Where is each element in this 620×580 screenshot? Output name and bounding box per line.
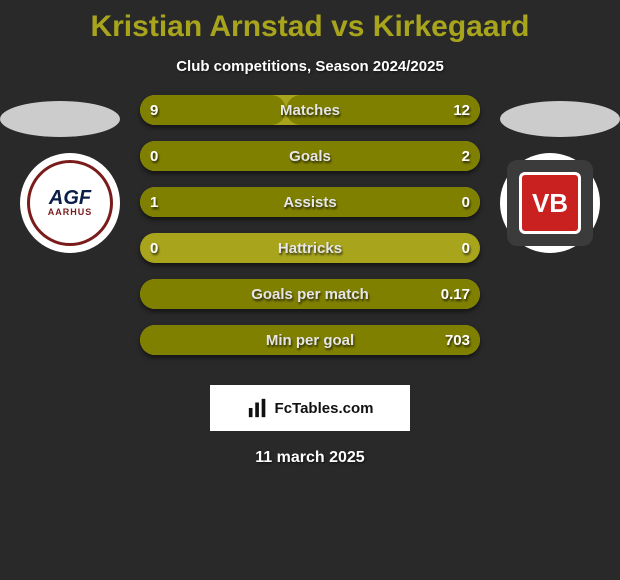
stat-bar: Hattricks0 0 <box>140 233 480 263</box>
stat-bar: Goals per match0.17 <box>140 279 480 309</box>
player-left-name-oval <box>0 101 120 137</box>
stat-label: Min per goal <box>140 325 480 355</box>
page-title: Kristian Arnstad vs Kirkegaard <box>0 0 620 44</box>
stat-bar: Goals0 2 <box>140 141 480 171</box>
vb-logo-text: VB <box>519 172 581 234</box>
subtitle: Club competitions, Season 2024/2025 <box>0 58 620 75</box>
stat-value-left: 0 <box>150 233 158 263</box>
stat-value-left: 9 <box>150 95 158 125</box>
stat-label: Goals <box>140 141 480 171</box>
club-badge-left: AGF AARHUS <box>20 153 120 253</box>
club-badge-right: VB <box>500 153 600 253</box>
stat-label: Matches <box>140 95 480 125</box>
stat-value-right: 703 <box>445 325 470 355</box>
stat-label: Assists <box>140 187 480 217</box>
agf-logo-sub: AARHUS <box>48 207 93 217</box>
stat-value-right: 0 <box>462 187 470 217</box>
stat-bar: Assists1 0 <box>140 187 480 217</box>
date-label: 11 march 2025 <box>0 449 620 467</box>
agf-logo: AGF AARHUS <box>27 160 113 246</box>
stat-value-right: 0 <box>462 233 470 263</box>
vb-logo-outer: VB <box>507 160 593 246</box>
stat-value-right: 2 <box>462 141 470 171</box>
player-right-name-oval <box>500 101 620 137</box>
stat-value-right: 0.17 <box>441 279 470 309</box>
stat-value-right: 12 <box>453 95 470 125</box>
fctables-badge[interactable]: FcTables.com <box>210 385 410 431</box>
stat-value-left: 1 <box>150 187 158 217</box>
stat-label: Goals per match <box>140 279 480 309</box>
stat-label: Hattricks <box>140 233 480 263</box>
stat-bars: Matches912Goals02Assists10Hattricks00Goa… <box>140 95 480 371</box>
stat-bar: Min per goal703 <box>140 325 480 355</box>
stat-value-left: 0 <box>150 141 158 171</box>
fctables-text: FcTables.com <box>275 400 374 417</box>
comparison-arena: AGF AARHUS VB Matches912Goals02Assists10… <box>0 95 620 385</box>
agf-logo-text: AGF <box>49 189 91 207</box>
bar-chart-icon <box>247 397 269 419</box>
stat-bar: Matches9 12 <box>140 95 480 125</box>
